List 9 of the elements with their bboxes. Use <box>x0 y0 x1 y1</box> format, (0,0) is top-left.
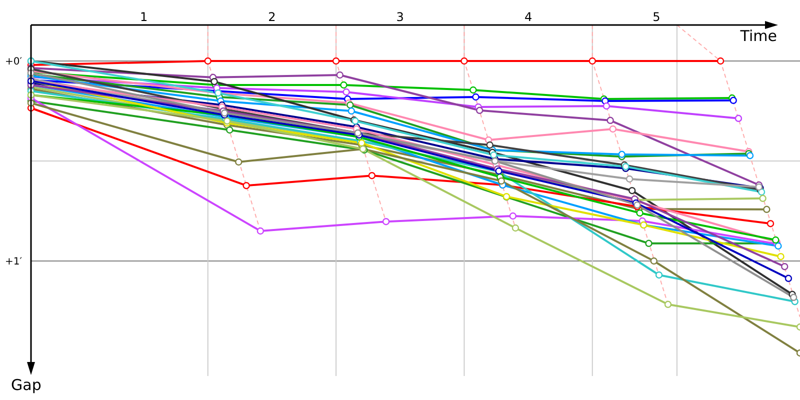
x-tick-label: 2 <box>268 10 276 24</box>
y-tick-label: +0′ <box>4 56 23 68</box>
y-axis-title: Gap <box>11 376 42 394</box>
x-tick-label: 3 <box>396 10 404 24</box>
x-tick-label: 1 <box>140 10 148 24</box>
x-tick-label: 4 <box>524 10 532 24</box>
y-tick-label: +1′ <box>4 256 23 268</box>
x-axis-title: Time <box>739 27 777 45</box>
x-tick-label: 5 <box>652 10 660 24</box>
